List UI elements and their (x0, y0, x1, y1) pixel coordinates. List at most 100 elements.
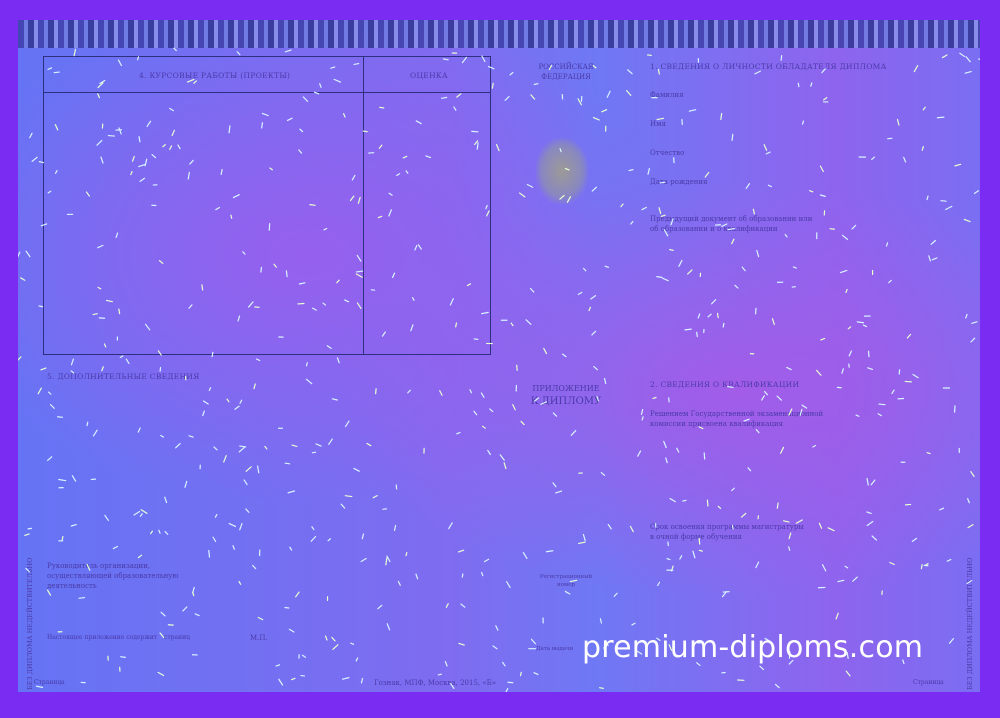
fiber (954, 163, 962, 167)
fiber (131, 155, 135, 162)
fiber (461, 56, 468, 64)
fiber (150, 530, 154, 535)
fiber (336, 279, 340, 284)
fiber (552, 482, 557, 488)
fiber (245, 508, 250, 513)
fiber (530, 94, 536, 100)
fiber (731, 524, 734, 530)
fiber (385, 557, 388, 566)
fiber (355, 273, 363, 278)
fiber (473, 410, 478, 416)
fiber (788, 408, 793, 416)
fiber (499, 454, 505, 461)
head-label-line: осуществляющей образовательную (47, 572, 179, 580)
fiber (356, 302, 362, 310)
fiber (40, 223, 48, 227)
fiber (582, 533, 586, 542)
fiber (696, 331, 698, 338)
security-ornament-band (18, 20, 980, 48)
fiber (867, 367, 874, 371)
fiber (967, 498, 970, 504)
fiber (466, 283, 472, 287)
fiber (286, 117, 293, 122)
fiber (175, 442, 181, 449)
fiber (223, 455, 227, 463)
fiber (959, 52, 965, 58)
fiber (328, 438, 333, 445)
fiber (731, 133, 734, 141)
fiber (896, 118, 900, 126)
fiber (310, 535, 317, 542)
fiber (631, 622, 636, 626)
fiber (360, 677, 364, 684)
fiber (372, 495, 378, 499)
name-label: Имя (650, 120, 666, 128)
fiber (340, 503, 346, 509)
fiber (411, 296, 415, 301)
fiber (397, 580, 401, 586)
fiber (763, 390, 768, 396)
fiber (49, 403, 55, 409)
fiber (356, 254, 362, 262)
fiber (717, 505, 722, 510)
fiber (525, 319, 532, 325)
fiber (220, 168, 223, 175)
fiber (845, 670, 851, 677)
fiber (202, 400, 209, 405)
head-label-line: Руководитель организации, (47, 562, 150, 570)
fiber (765, 151, 771, 155)
fiber (322, 302, 327, 306)
page-label-left: Страница (34, 679, 65, 686)
stamp-place: М.П. (250, 634, 268, 642)
fiber (945, 205, 953, 211)
fiber (120, 656, 126, 658)
fiber (552, 412, 558, 417)
pages-suffix: страниц (164, 634, 190, 641)
fiber (182, 606, 188, 612)
fiber (660, 214, 666, 217)
fiber (377, 215, 383, 219)
fiber (663, 440, 667, 449)
fiber (351, 174, 356, 181)
fiber (720, 112, 723, 121)
fiber (488, 65, 495, 70)
qualification-label: Решением Государственной экзаменационной (650, 410, 824, 418)
fiber (698, 426, 704, 430)
fiber (115, 232, 119, 239)
fiber (101, 366, 104, 372)
table-column-1 (44, 57, 364, 354)
fiber (344, 495, 353, 498)
fiber (640, 408, 644, 416)
uv-security-fibers (18, 47, 980, 692)
fiber (659, 181, 666, 184)
fiber (922, 106, 926, 111)
fiber (257, 616, 264, 621)
fiber (668, 644, 673, 651)
fiber (851, 224, 857, 230)
coursework-table: 4. КУРСОВЫЕ РАБОТЫ (ПРОЕКТЫ) ОЦЕНКА (43, 56, 491, 355)
fiber (696, 662, 701, 667)
fiber (783, 520, 790, 523)
fiber (657, 68, 660, 75)
fiber (164, 496, 168, 504)
fiber (130, 170, 133, 176)
fiber (810, 82, 813, 87)
fiber (353, 467, 360, 472)
fiber (543, 347, 548, 355)
fiber (636, 650, 643, 655)
fiber (669, 249, 674, 251)
fiber (545, 550, 554, 553)
fiber (151, 153, 157, 159)
fiber (495, 144, 500, 152)
fiber (117, 59, 123, 67)
fiber (144, 323, 151, 331)
fiber (97, 82, 104, 89)
fiber (495, 625, 499, 631)
fiber (841, 234, 849, 240)
fiber (503, 462, 507, 470)
fiber (704, 171, 710, 178)
fiber (483, 558, 490, 563)
fiber (481, 55, 486, 63)
fiber (305, 378, 313, 385)
qualification-label: комиссии присвоена квалификация (650, 420, 784, 428)
